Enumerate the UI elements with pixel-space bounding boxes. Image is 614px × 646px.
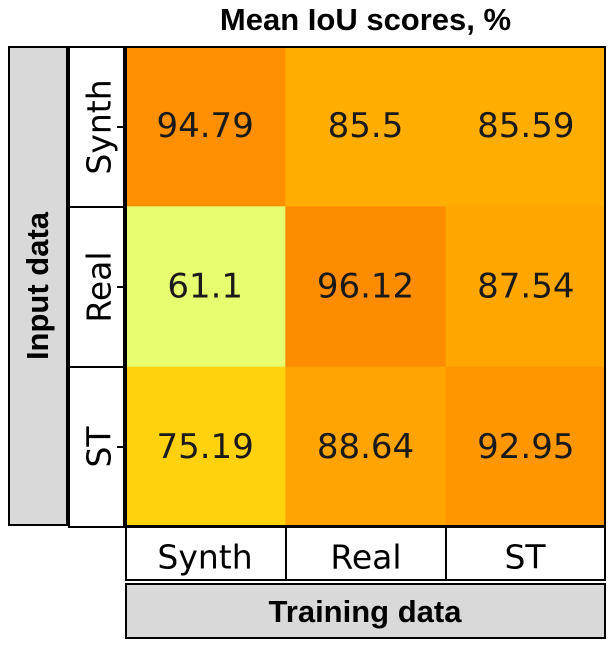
heatmap-cell [445,366,606,527]
cell-value-label: 75.19 [156,427,253,467]
heatmap-cell [285,46,447,207]
col-label-box-st [445,526,606,581]
y-tick-label: Real [79,251,119,323]
x-axis-label: Training data [268,594,462,629]
y-tick-label: Synth [79,79,119,175]
cell-value-label: 85.59 [477,106,574,146]
y-tick-mark [117,126,125,128]
heatmap-cell [285,206,447,368]
row-label-box-synth [68,46,125,208]
x-tick-label: Synth [157,537,253,577]
col-label-box-synth [125,526,287,581]
heatmap-cell [285,366,447,527]
cell-value-label: 92.95 [477,427,574,467]
cell-value-label: 94.79 [156,106,253,146]
col-label-box-real [285,526,447,581]
heatmap-cell [445,46,606,207]
heatmap-cell [125,206,286,368]
cell-value-label: 87.54 [477,267,574,307]
cell-value-label: 96.12 [317,267,414,307]
y-axis-label: Input data [20,211,55,361]
cell-value-label: 85.5 [328,106,404,146]
heatmap-cell [125,366,286,527]
heatmap-plot: 94.79 85.5 85.59 61.1 96.12 87.54 75.19 88.64 92… [125,46,606,527]
chart-title: Mean IoU scores, % [219,2,512,37]
y-axis-band [8,46,68,526]
y-tick-mark [117,286,125,288]
cell-value-label: 61.1 [167,267,243,307]
y-tick-mark [117,446,125,448]
heatmap-cell [125,46,286,207]
cell-value-label: 88.64 [317,427,414,467]
heatmap-cell [445,206,606,368]
x-tick-label: ST [504,537,546,577]
x-axis-band [125,583,606,639]
x-tick-label: Real [330,537,402,577]
y-tick-label: ST [79,426,119,468]
